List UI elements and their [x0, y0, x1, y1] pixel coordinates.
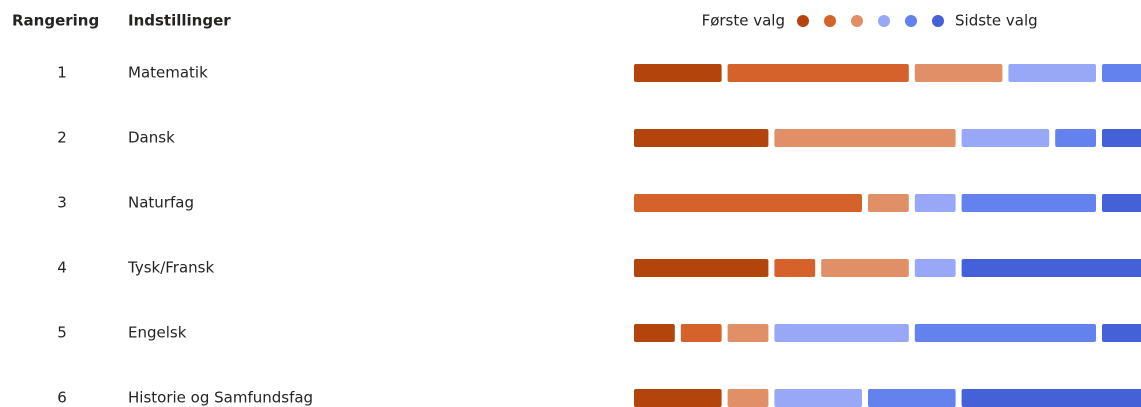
bar-segment — [727, 389, 769, 407]
option-label: Dansk — [128, 129, 175, 147]
option-label: Engelsk — [128, 324, 187, 342]
bar-segment — [1008, 64, 1096, 82]
option-label: Historie og Samfundsfag — [128, 389, 313, 407]
legend-last: Sidste valg — [955, 12, 1038, 30]
bar-segment — [868, 389, 956, 407]
bar-segment — [1102, 64, 1141, 82]
bar-segment — [914, 259, 956, 277]
option-label: Tysk/Fransk — [127, 259, 214, 277]
legend-dot — [905, 15, 917, 27]
bar-segment — [634, 194, 862, 212]
bar-segment — [914, 194, 956, 212]
rank: 3 — [57, 194, 67, 212]
legend-first: Første valg — [702, 12, 785, 30]
legend-dot — [824, 15, 836, 27]
bar-segment — [961, 129, 1050, 147]
bar-segment — [634, 259, 769, 277]
bar-segment — [634, 389, 722, 407]
bar-segment — [774, 324, 909, 342]
bar-segment — [727, 64, 909, 82]
bar-segment — [1102, 324, 1141, 342]
rank: 4 — [57, 259, 67, 277]
bar-segment — [1102, 129, 1141, 147]
label-header: Indstillinger — [128, 12, 231, 30]
rank: 2 — [57, 129, 67, 147]
bar-segment — [914, 324, 1096, 342]
option-label: Matematik — [128, 64, 208, 82]
bar-segment — [774, 129, 956, 147]
bar-segment — [1055, 129, 1096, 147]
rank: 1 — [57, 64, 67, 82]
bar-segment — [821, 259, 909, 277]
legend-dot — [932, 15, 944, 27]
bar-segment — [634, 324, 675, 342]
bar-segment — [727, 324, 769, 342]
bar-segment — [868, 194, 909, 212]
bar-segment — [680, 324, 722, 342]
bar-segment — [634, 129, 769, 147]
legend-dot — [878, 15, 890, 27]
legend-dot — [797, 15, 809, 27]
bar-segment — [1102, 194, 1141, 212]
bar-segment — [774, 389, 862, 407]
bar-segment — [914, 64, 1003, 82]
bar-segment — [774, 259, 816, 277]
bar-segment — [961, 259, 1141, 277]
bar-segment — [634, 64, 722, 82]
bar-segment — [961, 389, 1141, 407]
legend-dot — [851, 15, 863, 27]
rank: 5 — [57, 324, 67, 342]
option-label: Naturfag — [128, 194, 194, 212]
bar-segment — [961, 194, 1096, 212]
rank-header: Rangering — [12, 12, 99, 30]
rank: 6 — [57, 389, 67, 407]
